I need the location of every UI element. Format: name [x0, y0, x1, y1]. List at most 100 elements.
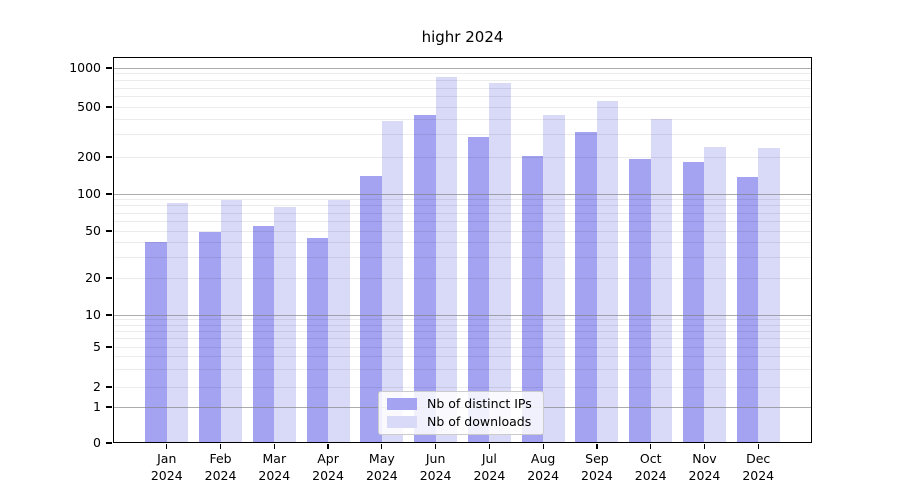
gridline-minor: [113, 205, 812, 207]
gridline-major: [113, 193, 812, 195]
bar-downloads-feb: [220, 199, 243, 443]
legend-label-distinct-ips: Nb of distinct IPs: [427, 396, 532, 411]
x-tick-mark: [219, 444, 222, 449]
legend: Nb of distinct IPs Nb of downloads: [378, 391, 544, 435]
x-tick-mark: [650, 444, 652, 449]
y-tick-label: 0: [93, 435, 101, 450]
gridline-minor: [113, 256, 812, 258]
x-tick-label: May 2024: [365, 451, 398, 483]
chart-title: highr 2024: [421, 28, 504, 46]
y-tick-label: 1: [93, 399, 101, 414]
legend-swatch-downloads: [387, 416, 417, 428]
y-tick-mark: [106, 386, 112, 388]
gridline-minor: [113, 96, 812, 98]
y-tick-mark: [106, 193, 112, 195]
gridline-minor: [113, 156, 812, 158]
y-tick-mark: [106, 346, 112, 348]
x-tick-mark: [488, 444, 490, 449]
x-tick-mark: [381, 444, 383, 449]
bar-distinct-ips-sep: [575, 132, 597, 443]
bar-downloads-nov: [704, 146, 726, 443]
bar-distinct-ips-oct: [629, 158, 651, 443]
x-tick-mark: [327, 444, 329, 449]
y-tick-label: 2: [93, 379, 101, 394]
x-tick-label: Mar 2024: [258, 451, 291, 483]
bar-downloads-jun: [435, 77, 458, 443]
gridline-minor: [113, 212, 812, 214]
y-tick-mark: [106, 406, 112, 408]
y-tick-label: 20: [85, 270, 101, 285]
gridline-minor: [113, 330, 812, 332]
gridline-minor: [113, 199, 812, 201]
gridline-major: [113, 67, 812, 69]
x-tick-mark: [596, 444, 598, 449]
bar-distinct-ips-aug: [521, 155, 544, 443]
bar-downloads-may: [381, 121, 404, 443]
bar-distinct-ips-jul: [467, 136, 490, 443]
bar-distinct-ips-jun: [414, 115, 436, 443]
x-tick-label: Jul 2024: [473, 451, 506, 483]
legend-swatch-distinct-ips: [387, 398, 417, 410]
gridline-minor: [113, 324, 812, 326]
y-tick-mark: [106, 314, 112, 316]
gridline-minor: [113, 230, 812, 232]
bar-downloads-oct: [650, 119, 673, 443]
x-tick-mark: [166, 444, 168, 449]
legend-row-downloads: Nb of downloads: [387, 415, 543, 429]
x-tick-label: Sep 2024: [581, 451, 613, 483]
bar-distinct-ips-dec: [736, 177, 759, 443]
y-tick-label: 5: [93, 339, 101, 354]
gridline-minor: [113, 106, 812, 108]
x-tick-label: Oct 2024: [634, 451, 667, 483]
bar-distinct-ips-apr: [306, 237, 329, 443]
y-tick-mark: [106, 106, 112, 108]
x-tick-label: Apr 2024: [312, 451, 344, 483]
y-tick-mark: [106, 156, 112, 158]
bar-downloads-mar: [274, 207, 296, 443]
gridline-minor: [113, 80, 812, 82]
y-tick-mark: [106, 67, 112, 69]
x-tick-label: Nov 2024: [688, 451, 721, 483]
bar-distinct-ips-jan: [145, 242, 167, 443]
bar-downloads-jan: [166, 203, 189, 443]
y-tick-label: 200: [77, 149, 101, 164]
bar-downloads-aug: [543, 115, 565, 443]
legend-label-downloads: Nb of downloads: [427, 414, 532, 429]
gridline-minor: [113, 220, 812, 222]
gridline-minor: [113, 338, 812, 340]
y-tick-label: 100: [77, 186, 101, 201]
x-tick-label: Dec 2024: [742, 451, 775, 483]
x-tick-label: Jan 2024: [150, 451, 183, 483]
y-tick-label: 50: [85, 223, 101, 238]
x-tick-mark: [757, 444, 759, 449]
gridline-minor: [113, 386, 812, 388]
gridline-minor: [113, 241, 812, 243]
x-tick-mark: [542, 444, 544, 449]
bar-distinct-ips-nov: [682, 162, 705, 443]
y-tick-label: 10: [85, 307, 101, 322]
gridline-minor: [113, 118, 812, 120]
x-tick-label: Aug 2024: [527, 451, 560, 483]
x-tick-mark: [703, 444, 706, 449]
y-tick-mark: [106, 277, 112, 279]
y-tick-label: 1000: [69, 60, 101, 75]
gridline-minor: [113, 134, 812, 136]
x-tick-label: Feb 2024: [204, 451, 237, 483]
bar-distinct-ips-mar: [252, 225, 275, 443]
bar-downloads-jul: [489, 83, 511, 443]
bar-downloads-apr: [328, 199, 350, 443]
y-tick-mark: [106, 230, 112, 232]
legend-row-distinct-ips: Nb of distinct IPs: [387, 397, 543, 411]
gridline-major: [113, 314, 812, 316]
bar-distinct-ips-feb: [199, 232, 221, 443]
gridline-minor: [113, 356, 812, 358]
bar-downloads-sep: [596, 101, 619, 443]
bar-distinct-ips-may: [360, 176, 382, 443]
gridline-minor: [113, 277, 812, 279]
gridline-minor: [113, 319, 812, 321]
gridline-minor: [113, 73, 812, 75]
x-tick-mark: [435, 444, 437, 449]
gridline-minor: [113, 346, 812, 348]
x-tick-mark: [273, 444, 275, 449]
gridline-minor: [113, 87, 812, 89]
